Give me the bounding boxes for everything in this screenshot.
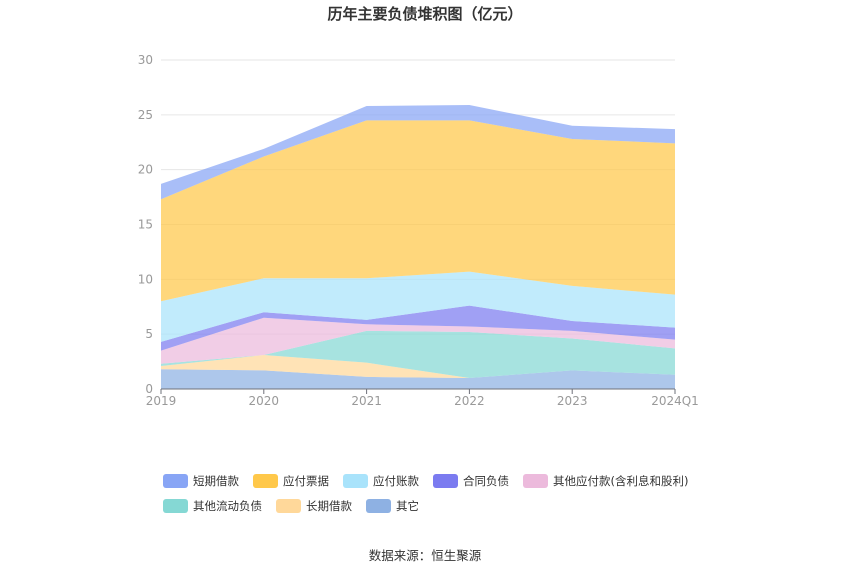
legend-item[interactable]: 长期借款	[276, 498, 352, 514]
y-tick-label: 25	[138, 108, 153, 122]
legend-label: 应付票据	[283, 474, 329, 488]
area-series-4	[161, 305, 675, 351]
area-series-2	[161, 330, 675, 379]
legend-swatch	[343, 474, 368, 488]
area-series-3	[161, 317, 675, 364]
legend: 短期借款 应付票据 应付账款 合同负债 其他应付款(含利息和股利) 其他流动负债 长期借款…	[163, 472, 723, 522]
legend-item[interactable]: 其他流动负债	[163, 498, 262, 514]
y-tick-label: 30	[138, 53, 153, 67]
y-tick-label: 10	[138, 272, 153, 286]
legend-swatch	[253, 474, 278, 488]
legend-label: 长期借款	[306, 499, 352, 513]
legend-label: 其他应付款(含利息和股利)	[553, 474, 689, 488]
chart-title: 历年主要负债堆积图（亿元）	[327, 5, 522, 23]
area-series-0	[161, 369, 675, 389]
x-tick-label: 2020	[249, 394, 280, 408]
axes: 0 5 10 15 20 25 30 2019 2020 2021 2022 2023 2024Q1	[138, 53, 699, 408]
area-series-7	[161, 104, 675, 200]
area-series-1	[161, 355, 675, 379]
legend-label: 合同负债	[463, 474, 509, 488]
x-tick-label: 2024Q1	[651, 394, 699, 408]
y-tick-label: 5	[145, 327, 153, 341]
chart-canvas: 历年主要负债堆积图（亿元） 0 5 10 15 20 25 30 2019 2020 2021 20…	[138, 5, 699, 408]
legend-label: 其它	[396, 499, 419, 513]
legend-item[interactable]: 应付账款	[343, 473, 419, 489]
legend-item[interactable]: 合同负债	[433, 473, 509, 489]
x-tick-label: 2019	[146, 394, 177, 408]
area-series-6	[161, 120, 675, 302]
legend-swatch	[276, 499, 301, 513]
legend-item[interactable]: 其它	[366, 498, 419, 514]
legend-swatch	[163, 499, 188, 513]
legend-item[interactable]: 短期借款	[163, 473, 239, 489]
stacked-areas	[161, 104, 675, 389]
x-tick-label: 2022	[454, 394, 485, 408]
legend-label: 短期借款	[193, 474, 239, 488]
legend-swatch	[163, 474, 188, 488]
y-tick-label: 0	[145, 382, 153, 396]
legend-swatch	[366, 499, 391, 513]
area-series-5	[161, 271, 675, 342]
legend-row: 短期借款 应付票据 应付账款 合同负债 其他应付款(含利息和股利)	[163, 472, 723, 490]
x-tick-label: 2023	[557, 394, 588, 408]
x-tick-label: 2021	[351, 394, 382, 408]
y-tick-label: 20	[138, 163, 153, 177]
legend-swatch	[433, 474, 458, 488]
legend-item[interactable]: 应付票据	[253, 473, 329, 489]
legend-swatch	[523, 474, 548, 488]
y-tick-label: 15	[138, 218, 153, 232]
legend-row: 其他流动负债 长期借款 其它	[163, 497, 723, 515]
legend-label: 应付账款	[373, 474, 419, 488]
legend-label: 其他流动负债	[193, 499, 262, 513]
legend-item[interactable]: 其他应付款(含利息和股利)	[523, 473, 688, 489]
source-note: 数据来源：恒生聚源	[368, 548, 482, 563]
